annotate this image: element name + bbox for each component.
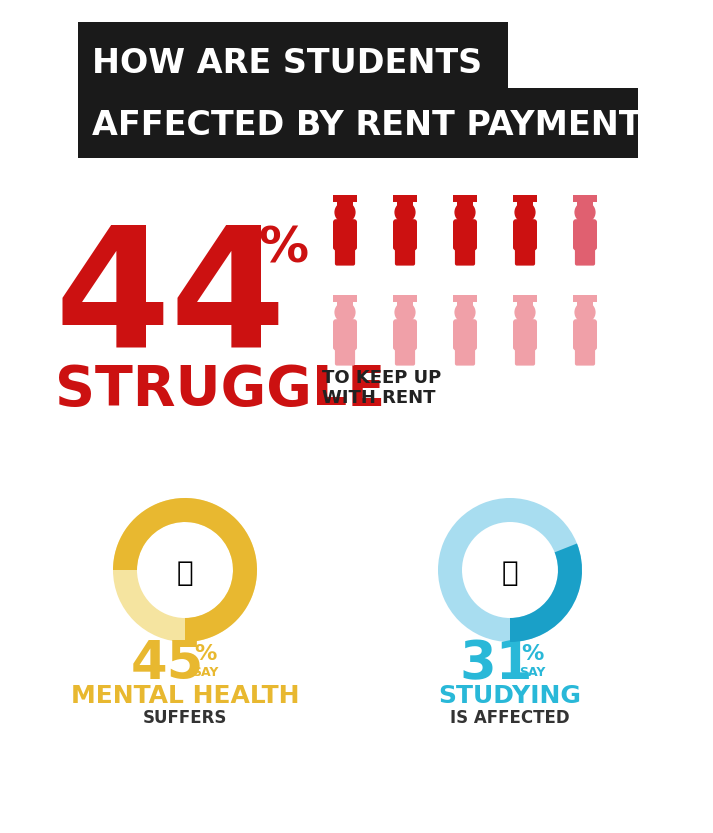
Text: IS AFFECTED: IS AFFECTED [450,709,570,727]
FancyBboxPatch shape [455,343,466,366]
FancyBboxPatch shape [573,319,597,351]
FancyBboxPatch shape [344,343,355,366]
FancyBboxPatch shape [577,201,593,207]
FancyBboxPatch shape [584,243,595,266]
FancyBboxPatch shape [78,88,638,158]
FancyBboxPatch shape [453,295,477,302]
FancyBboxPatch shape [457,201,473,207]
FancyBboxPatch shape [573,219,597,251]
FancyBboxPatch shape [337,301,353,307]
FancyBboxPatch shape [524,243,535,266]
Circle shape [395,202,415,222]
Text: SAY: SAY [519,666,545,679]
FancyBboxPatch shape [517,301,533,307]
Wedge shape [510,543,582,642]
FancyBboxPatch shape [397,201,413,207]
Circle shape [464,524,556,616]
FancyBboxPatch shape [513,219,537,251]
FancyBboxPatch shape [335,243,346,266]
Circle shape [515,302,535,322]
Text: TO KEEP UP: TO KEEP UP [322,369,441,387]
Text: %: % [520,644,543,664]
Text: SUFFERS: SUFFERS [143,709,227,727]
FancyBboxPatch shape [517,201,533,207]
Circle shape [139,524,231,616]
FancyBboxPatch shape [335,343,346,366]
Text: 45: 45 [130,638,204,690]
Wedge shape [113,498,257,642]
Circle shape [515,202,535,222]
FancyBboxPatch shape [584,343,595,366]
FancyBboxPatch shape [395,343,406,366]
FancyBboxPatch shape [573,195,597,202]
Circle shape [335,202,355,222]
FancyBboxPatch shape [457,301,473,307]
FancyBboxPatch shape [524,343,535,366]
FancyBboxPatch shape [573,295,597,302]
FancyBboxPatch shape [577,301,593,307]
Text: 🎓: 🎓 [502,559,518,587]
FancyBboxPatch shape [397,301,413,307]
FancyBboxPatch shape [395,243,406,266]
FancyBboxPatch shape [78,22,508,92]
FancyBboxPatch shape [575,343,586,366]
Wedge shape [113,498,257,642]
Text: STRUGGLE: STRUGGLE [55,363,385,417]
Text: MENTAL HEALTH: MENTAL HEALTH [71,684,299,708]
Text: STUDYING: STUDYING [438,684,582,708]
Text: WITH RENT: WITH RENT [322,389,436,407]
FancyBboxPatch shape [344,243,355,266]
FancyBboxPatch shape [393,219,417,251]
Circle shape [455,202,475,222]
Text: 31: 31 [459,638,533,690]
Wedge shape [438,498,582,642]
FancyBboxPatch shape [333,295,356,302]
Text: 44: 44 [55,218,287,382]
FancyBboxPatch shape [453,195,477,202]
FancyBboxPatch shape [513,295,537,302]
FancyBboxPatch shape [394,195,416,202]
FancyBboxPatch shape [333,219,357,251]
Text: AFFECTED BY RENT PAYMENTS?: AFFECTED BY RENT PAYMENTS? [92,108,684,142]
FancyBboxPatch shape [515,243,526,266]
Circle shape [335,302,355,322]
FancyBboxPatch shape [393,319,417,351]
FancyBboxPatch shape [394,295,416,302]
FancyBboxPatch shape [464,243,475,266]
FancyBboxPatch shape [464,343,475,366]
FancyBboxPatch shape [513,319,537,351]
FancyBboxPatch shape [453,319,477,351]
FancyBboxPatch shape [404,343,415,366]
Text: 🧠: 🧠 [177,559,193,587]
FancyBboxPatch shape [515,343,526,366]
FancyBboxPatch shape [337,201,353,207]
FancyBboxPatch shape [404,243,415,266]
Text: %: % [258,224,308,272]
Circle shape [575,202,595,222]
Circle shape [395,302,415,322]
FancyBboxPatch shape [455,243,466,266]
Circle shape [575,302,595,322]
FancyBboxPatch shape [333,195,356,202]
FancyBboxPatch shape [333,319,357,351]
FancyBboxPatch shape [575,243,586,266]
Text: HOW ARE STUDENTS: HOW ARE STUDENTS [92,47,482,79]
FancyBboxPatch shape [513,195,537,202]
FancyBboxPatch shape [453,219,477,251]
Text: %: % [194,644,216,664]
Text: SAY: SAY [192,666,218,679]
Circle shape [455,302,475,322]
